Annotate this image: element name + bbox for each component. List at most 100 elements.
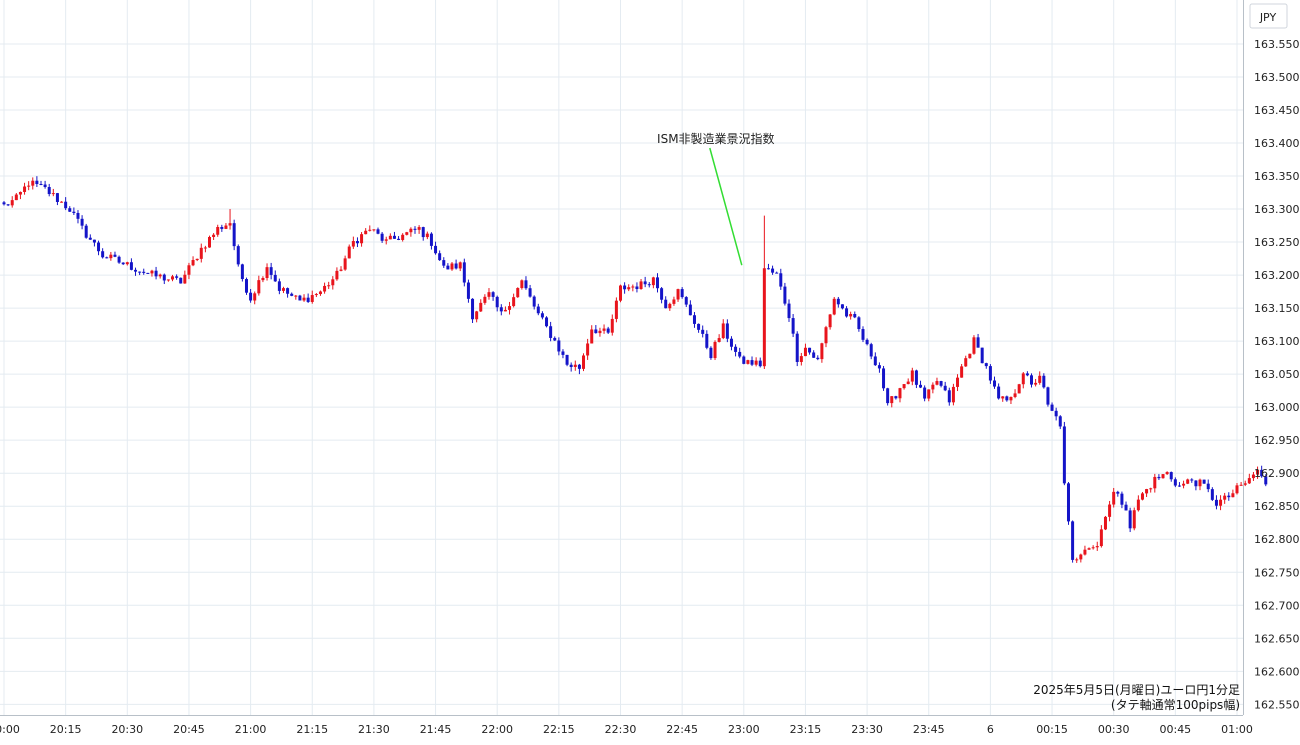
candle-up <box>619 285 622 301</box>
candle-up <box>503 309 507 312</box>
candle-down <box>532 296 536 307</box>
annotation-label: ISM非製造業景況指数 <box>657 131 775 146</box>
candle-up <box>372 229 376 231</box>
candle-up <box>1021 373 1025 385</box>
candle-up <box>318 291 322 295</box>
candle-up <box>762 268 766 367</box>
candle-down <box>39 184 43 186</box>
candle-down <box>705 333 709 348</box>
candle-up <box>487 292 491 297</box>
candle-up <box>910 370 914 382</box>
candle-up <box>483 296 487 303</box>
candle-down <box>853 314 857 318</box>
candle-down <box>939 381 943 386</box>
annotation-pointer-line <box>709 147 743 266</box>
candle-down <box>35 180 39 185</box>
price-tick-label: 163.000 <box>1254 401 1300 414</box>
price-tick-label: 162.750 <box>1254 566 1300 579</box>
candle-down <box>738 351 742 357</box>
candle-down <box>68 208 72 212</box>
candle-down <box>688 304 692 316</box>
candle-up <box>51 193 55 195</box>
candle-up <box>1251 474 1255 479</box>
candle-up <box>327 285 331 287</box>
candle-down <box>536 306 540 314</box>
candle-up <box>590 329 594 344</box>
candle-up <box>27 185 31 187</box>
candle-up <box>368 229 372 231</box>
candle-up <box>832 298 836 315</box>
candle-down <box>499 307 503 312</box>
candle-down <box>1046 387 1050 405</box>
candle-down <box>623 285 627 290</box>
candle-down <box>561 351 565 355</box>
price-tick-label: 163.150 <box>1254 302 1300 315</box>
candle-down <box>121 262 125 265</box>
candle-up <box>1161 474 1165 479</box>
candle-down <box>779 273 783 287</box>
candle-down <box>471 298 475 320</box>
candle-up <box>228 223 232 226</box>
time-tick-label: 20:15 <box>50 723 82 736</box>
candle-up <box>31 180 35 186</box>
candle-down <box>734 346 738 352</box>
candle-up <box>803 347 807 357</box>
price-tick-label: 163.550 <box>1254 38 1300 51</box>
candle-down <box>355 241 359 244</box>
candle-down <box>376 229 380 234</box>
price-tick-label: 162.650 <box>1254 632 1300 645</box>
candle-down <box>697 323 701 330</box>
candle-up <box>253 293 257 301</box>
candle-up <box>343 258 347 270</box>
candle-up <box>1034 382 1038 385</box>
candle-up <box>927 389 931 399</box>
candle-down <box>984 363 988 367</box>
candle-down <box>101 251 105 258</box>
candle-up <box>1087 548 1091 550</box>
candle-down <box>569 364 573 367</box>
candle-down <box>55 193 59 202</box>
candle-down <box>43 184 47 188</box>
candle-up <box>18 191 22 195</box>
candle-up <box>1198 479 1202 487</box>
candle-up <box>964 358 968 367</box>
time-tick-label: 21:15 <box>296 723 328 736</box>
candle-up <box>676 289 680 300</box>
candle-up <box>508 306 512 310</box>
candle-down <box>380 233 384 241</box>
candle-down <box>249 292 253 301</box>
candle-down <box>1071 521 1075 560</box>
candle-down <box>545 317 549 327</box>
candle-down <box>701 329 705 334</box>
candle-down <box>244 279 248 293</box>
candle-down <box>138 271 142 273</box>
candle-down <box>146 272 150 274</box>
price-tick-label: 163.450 <box>1254 104 1300 117</box>
candle-down <box>397 238 401 240</box>
candle-up <box>598 330 602 334</box>
candle-up <box>401 234 405 240</box>
candle-up <box>187 265 191 275</box>
candle-down <box>775 272 779 274</box>
price-tick-label: 163.200 <box>1254 269 1300 282</box>
candle-down <box>524 280 528 289</box>
candle-down <box>894 396 898 399</box>
candle-down <box>454 263 458 269</box>
candle-up <box>23 186 27 192</box>
candle-down <box>1054 410 1058 417</box>
candle-down <box>692 315 696 324</box>
annotation: ISM非製造業景況指数 <box>657 131 775 266</box>
candle-up <box>610 318 614 333</box>
time-tick-label: 00:30 <box>1098 723 1130 736</box>
time-tick-label: 22:30 <box>605 723 637 736</box>
candle-up <box>331 279 335 286</box>
candle-down <box>1124 504 1128 511</box>
candle-up <box>1239 484 1243 486</box>
candle-up <box>1013 393 1017 397</box>
candle-down <box>993 380 997 387</box>
time-tick-label: 21:30 <box>358 723 390 736</box>
time-tick-label: 00:15 <box>1036 723 1068 736</box>
candle-up <box>1079 554 1083 560</box>
price-axis: 163.550 163.500 163.450 163.400 163.350 163.3… <box>1243 0 1300 715</box>
candle-down <box>6 204 10 206</box>
